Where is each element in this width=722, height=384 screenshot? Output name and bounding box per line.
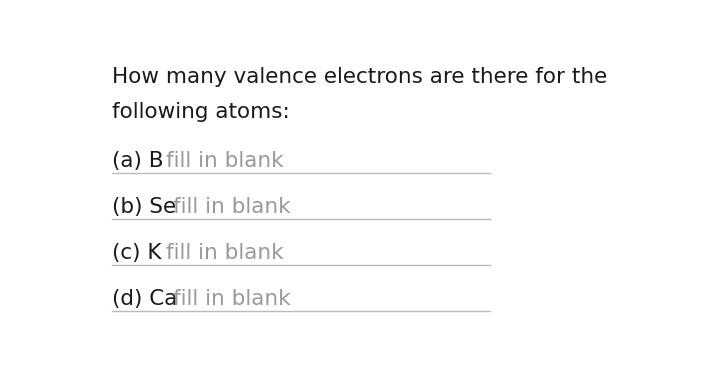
Text: fill in blank: fill in blank [173,197,291,217]
Text: fill in blank: fill in blank [173,289,291,309]
Text: (a) B: (a) B [111,151,170,171]
Text: (d) Ca: (d) Ca [111,289,184,309]
Text: fill in blank: fill in blank [166,151,284,171]
Text: following atoms:: following atoms: [111,102,290,122]
Text: How many valence electrons are there for the: How many valence electrons are there for… [111,67,606,87]
Text: (b) Se: (b) Se [111,197,183,217]
Text: (c) K: (c) K [111,243,168,263]
Text: fill in blank: fill in blank [166,243,284,263]
